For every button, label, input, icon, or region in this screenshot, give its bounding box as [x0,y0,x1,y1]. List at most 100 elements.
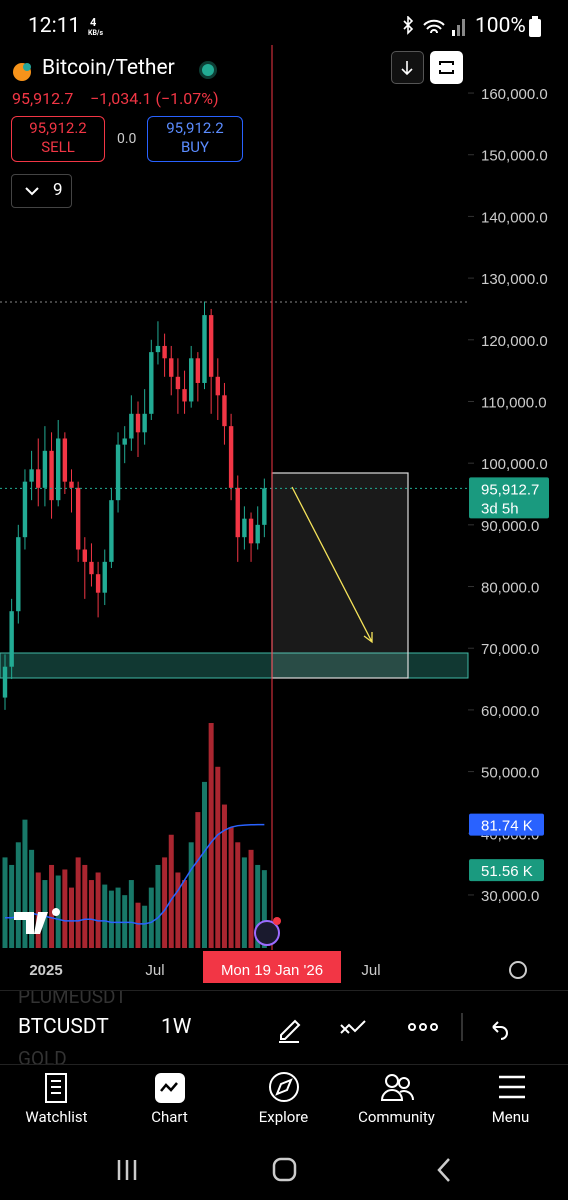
volume-bar [49,864,55,948]
candle-body [102,561,107,593]
more-icon[interactable] [408,1023,438,1031]
projection-arrow [291,486,373,644]
net-speed: 4 [90,16,97,29]
candle-body [9,611,14,667]
volume-bar [102,884,108,948]
nav-icons [45,1072,525,1103]
volume-bar [128,880,134,948]
bottom-nav [0,1064,568,1150]
volume-bar [168,834,174,948]
draw-icon[interactable] [279,1019,301,1043]
candle-body [142,413,147,433]
candle-body [36,469,41,488]
candle-body [56,438,61,501]
x-label: Jul [145,962,164,979]
volume-bar [69,887,74,948]
y-tick-label: 60,000.0 [481,703,539,720]
net-unit: KB/s [88,29,104,37]
volume-bar [82,864,88,948]
volume-bar [122,895,128,948]
toolbar: PLUMEUSDT BTCUSDT 1W GOLD [0,990,568,1064]
nav-explore[interactable]: Explore [258,1108,309,1126]
nav-watchlist[interactable]: Watchlist [25,1108,88,1126]
candle-body [69,481,74,488]
volume-bar [175,872,181,948]
buy-button[interactable]: 95,912.2 BUY [147,116,243,162]
candle-body [162,345,167,359]
y-tick-label: 140,000.0 [481,209,548,226]
volume-bar [248,849,254,948]
y-tick-label: 110,000.0 [481,394,547,411]
scroll-button[interactable] [391,51,424,84]
candle-body [62,438,68,482]
volume-bar [241,857,247,948]
nav-menu[interactable]: Menu [491,1108,530,1126]
candle-body [109,500,114,562]
y-tick-label: 90,000.0 [481,518,539,535]
chevron [25,187,39,196]
y-tick-label: 120,000.0 [481,333,548,350]
candle-body [215,376,220,396]
clock: 12:11 [28,14,81,38]
symbol[interactable]: BTCUSDT [18,1015,109,1039]
candle-body [29,469,34,482]
candle-body [22,481,28,538]
sell-price: 95,912.2 [29,119,87,137]
candle-body [75,487,81,550]
y-tick-label: 30,000.0 [481,888,539,905]
symbol-above[interactable]: PLUMEUSDT [18,990,127,1008]
cursor-date-box [203,951,341,983]
status-icons [403,16,465,36]
candle-body [175,376,181,390]
back-button[interactable] [437,1158,450,1182]
volume-bar [188,842,194,948]
candle-body [129,413,134,439]
volume-bar [9,864,15,948]
sell-label: SELL [41,138,75,156]
recents-button[interactable] [117,1160,137,1180]
symbol-name[interactable]: Bitcoin/Tether [42,56,175,80]
chart: 160,000.0 150,000.0 140,000.0 130,000.0 120,… [0,45,549,983]
volume-bar [162,857,168,948]
volume-bar [115,887,121,948]
candle-body [182,389,187,402]
replay-button[interactable] [254,920,280,946]
symbol-below[interactable]: GOLD [18,1047,67,1064]
trend-icon[interactable] [340,1020,366,1034]
volume-bar [261,870,267,948]
volume-bar [62,869,68,948]
x-label: Mon 19 Jan '26 [221,962,323,979]
volume-bar [235,842,241,948]
candle-body [135,413,141,433]
volume-ma-line [5,823,265,925]
price-change: −1,034.1 (−1.07%) [90,89,219,108]
volume-bar [208,723,214,948]
x-label: Jul [361,962,380,979]
indicator-count: 9 [53,180,63,200]
sell-button[interactable]: 95,912.2 SELL [11,116,105,162]
interval[interactable]: 1W [161,1015,192,1039]
volume-box [469,859,544,882]
volume-bar [35,872,41,948]
volume-bar [15,842,21,948]
undo-icon[interactable] [492,1021,508,1040]
fullscreen-button[interactable] [430,51,463,84]
candle-body [202,315,207,383]
y-tick-label: 150,000.0 [481,148,548,165]
candle-body [222,395,227,427]
volume-bar [255,864,261,948]
settings-button[interactable] [509,961,527,979]
indicators-toggle[interactable]: 9 [11,174,72,208]
nav-community[interactable]: Community [358,1108,435,1126]
volume-bar [135,902,141,948]
buy-price: 95,912.2 [166,119,224,137]
y-tick-label: 80,000.0 [481,580,539,597]
candle-body [82,549,87,562]
candle-body [155,345,161,353]
volume-label: 51.56 K [481,863,533,880]
candle-body [235,487,240,538]
home-button[interactable] [272,1157,297,1182]
candle-body [189,358,194,402]
nav-chart[interactable]: Chart [151,1108,188,1126]
